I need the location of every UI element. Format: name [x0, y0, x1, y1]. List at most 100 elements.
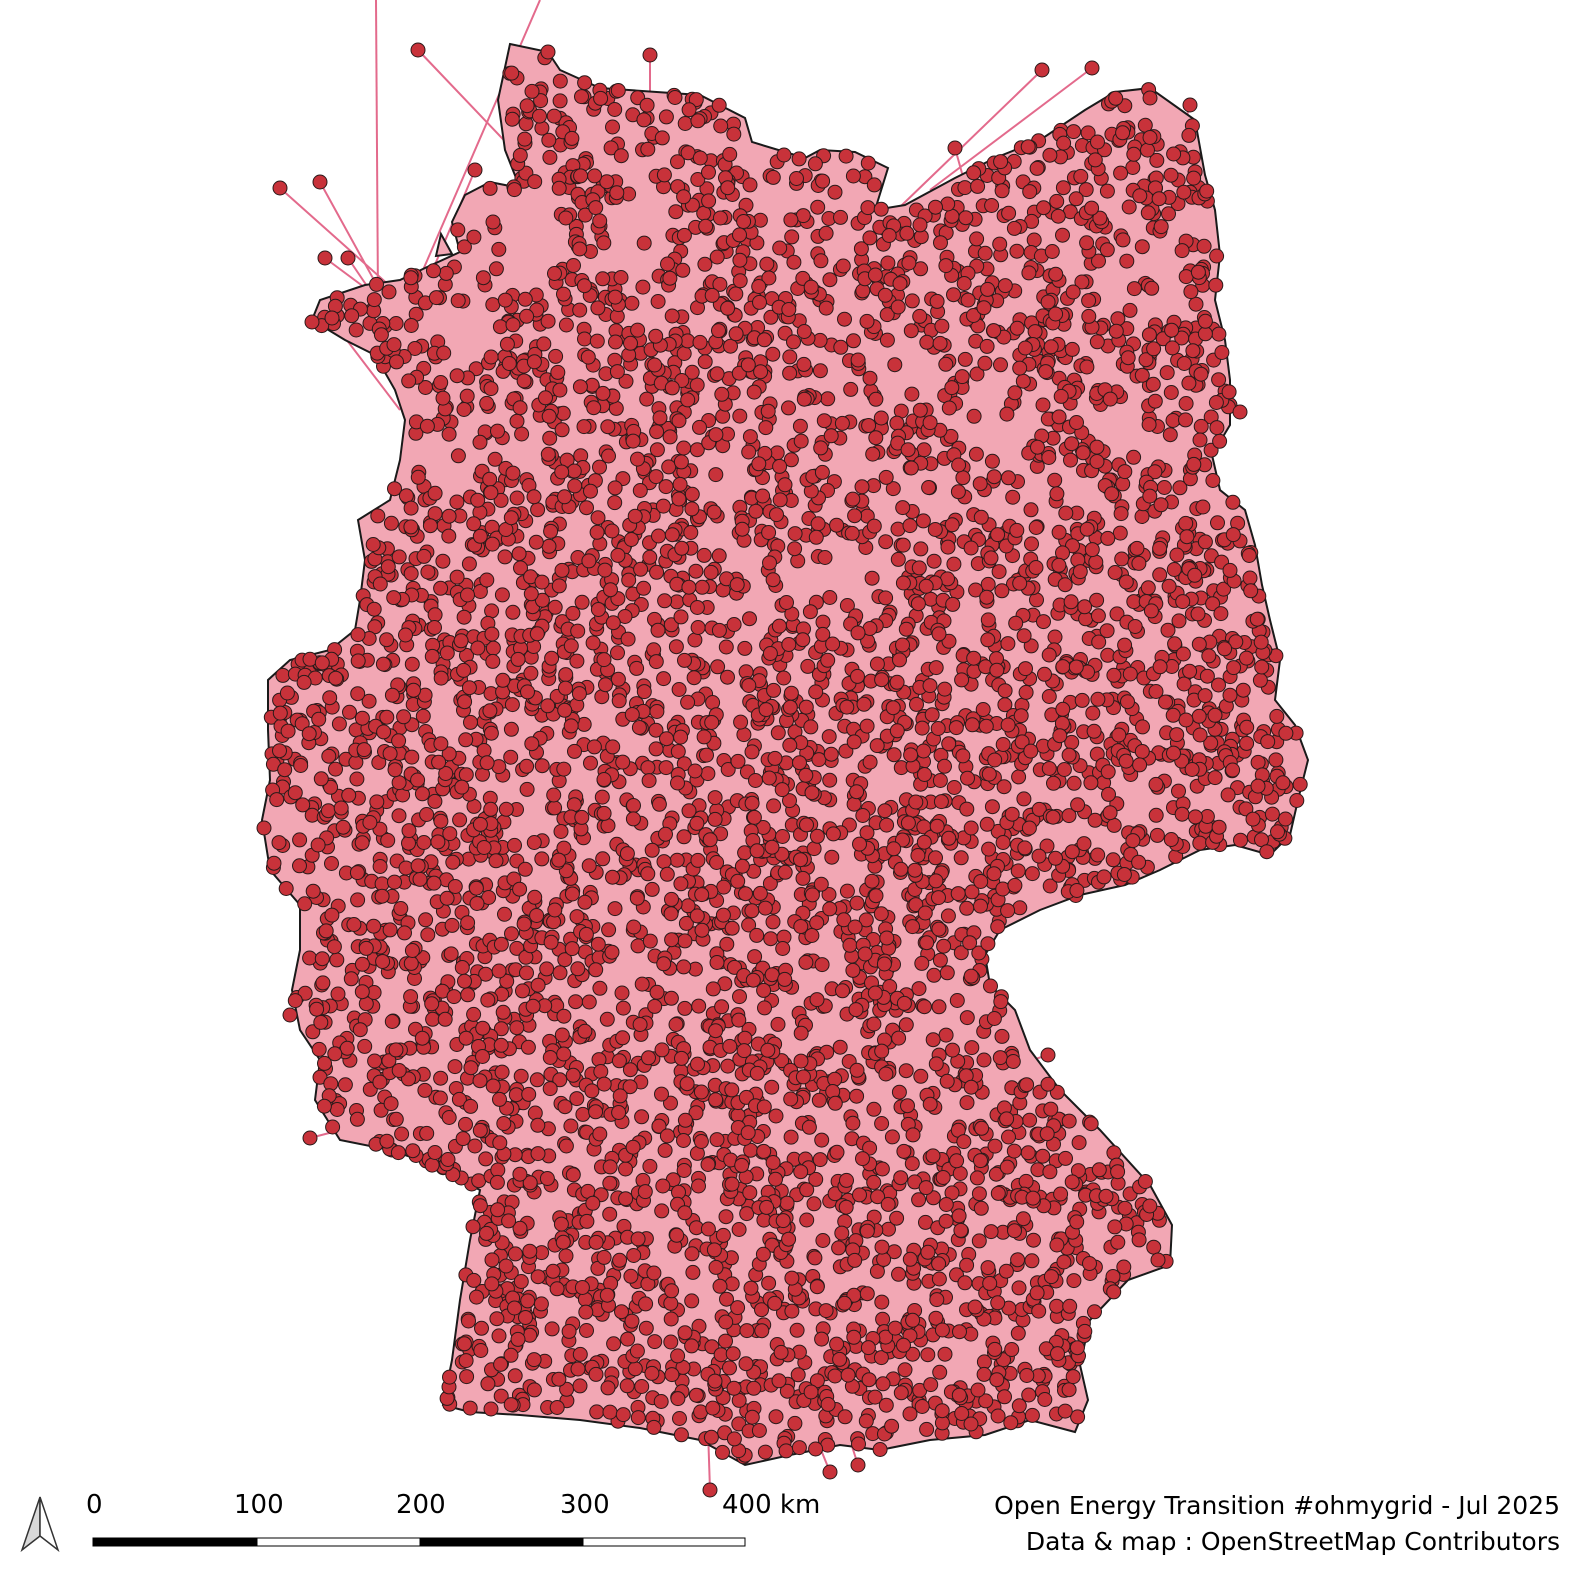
substation-marker: [959, 1010, 975, 1026]
substation-marker: [662, 429, 678, 445]
substation-marker: [1043, 339, 1059, 355]
substation-marker: [551, 578, 567, 594]
substation-marker: [598, 677, 613, 693]
substation-marker: [793, 1025, 809, 1041]
substation-marker: [578, 926, 594, 942]
substation-marker: [891, 1084, 907, 1100]
substation-marker: [543, 523, 559, 539]
substation-marker: [849, 895, 865, 911]
substation-marker: [641, 773, 657, 789]
substation-marker: [493, 1021, 509, 1037]
substation-marker: [1086, 723, 1102, 739]
substation-marker: [1070, 1409, 1086, 1425]
substation-marker: [649, 704, 665, 719]
substation-marker: [1117, 464, 1133, 480]
substation-marker: [292, 832, 308, 848]
substation-marker: [480, 992, 496, 1008]
substation-marker: [720, 180, 736, 196]
substation-marker: [1140, 142, 1155, 158]
substation-marker: [691, 998, 707, 1014]
substation-marker: [902, 1406, 918, 1422]
substation-marker: [807, 156, 823, 172]
substation-marker: [813, 440, 829, 456]
substation-marker: [781, 400, 796, 416]
substation-marker: [787, 1415, 803, 1431]
substation-marker: [719, 1291, 734, 1307]
substation-marker: [530, 1146, 546, 1162]
substation-marker: [812, 1152, 828, 1168]
substation-marker: [350, 627, 366, 643]
substation-marker: [1091, 634, 1107, 650]
substation-marker: [774, 782, 790, 798]
substation-marker: [383, 515, 399, 531]
substation-marker: [783, 685, 799, 701]
substation-marker: [815, 1233, 831, 1248]
substation-marker: [963, 540, 979, 556]
substation-marker: [566, 258, 581, 273]
substation-marker: [979, 816, 995, 832]
substation-marker: [791, 151, 807, 167]
substation-marker: [466, 1272, 482, 1288]
substation-marker: [444, 917, 460, 933]
substation-marker: [590, 300, 606, 316]
substation-marker: [1081, 308, 1097, 324]
substation-marker: [637, 1184, 653, 1200]
substation-marker: [928, 850, 943, 866]
substation-marker: [997, 683, 1013, 699]
substation-marker: [929, 818, 945, 834]
substation-marker: [844, 525, 860, 541]
substation-marker: [925, 1148, 941, 1164]
substation-marker: [764, 1079, 780, 1095]
substation-marker: [654, 1042, 670, 1058]
substation-marker: [684, 1338, 700, 1354]
substation-marker: [950, 886, 966, 902]
substation-marker: [792, 418, 808, 434]
substation-marker: [799, 1212, 815, 1228]
substation-marker: [684, 1293, 700, 1309]
substation-marker: [342, 704, 357, 720]
substation-marker: [736, 727, 752, 743]
substation-marker: [523, 665, 539, 681]
substation-marker: [822, 272, 838, 288]
substation-marker: [816, 413, 832, 429]
substation-marker: [803, 279, 819, 295]
substation-marker: [1106, 1284, 1122, 1300]
substation-marker: [680, 694, 696, 710]
substation-marker: [799, 817, 814, 833]
substation-marker: [313, 1014, 329, 1030]
substation-marker: [365, 537, 381, 552]
substation-marker: [586, 739, 602, 755]
substation-marker: [1039, 1126, 1055, 1142]
substation-marker: [807, 1250, 823, 1266]
substation-marker: [601, 448, 616, 464]
substation-marker: [1036, 614, 1051, 630]
substation-marker: [834, 1225, 850, 1241]
substation-marker: [889, 415, 905, 431]
substation-marker: [469, 896, 485, 911]
substation-marker: [593, 90, 609, 106]
substation-marker: [571, 686, 587, 702]
substation-marker: [1049, 1237, 1065, 1253]
substation-marker: [509, 413, 525, 429]
substation-marker: [1085, 705, 1101, 721]
substation-marker: [573, 168, 589, 184]
substation-marker: [928, 199, 943, 215]
substation-marker: [1064, 341, 1080, 357]
substation-marker: [1096, 869, 1112, 885]
substation-marker: [574, 594, 590, 610]
substation-marker: [426, 263, 441, 279]
substation-marker: [718, 1333, 733, 1349]
substation-marker: [1254, 659, 1270, 675]
substation-marker: [1132, 188, 1148, 204]
substation-marker: [1040, 1076, 1056, 1092]
substation-marker: [1120, 694, 1135, 710]
substation-marker: [456, 1336, 472, 1352]
substation-marker: [649, 984, 665, 1000]
substation-marker: [831, 1240, 847, 1256]
substation-marker: [1049, 1298, 1065, 1314]
substation-marker: [586, 400, 602, 416]
substation-marker: [640, 760, 656, 776]
substation-marker: [569, 909, 585, 925]
substation-marker: [479, 572, 495, 588]
substation-marker: [369, 276, 384, 292]
